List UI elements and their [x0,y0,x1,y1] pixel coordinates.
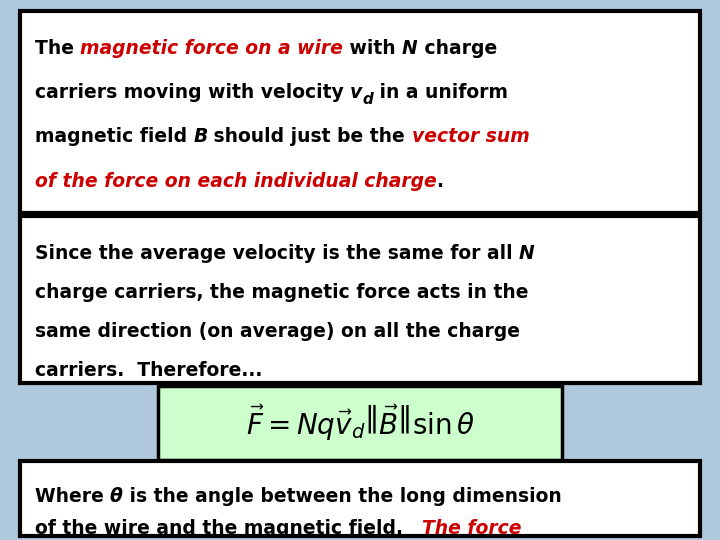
Text: θ: θ [110,487,123,506]
Bar [20,216,700,383]
Text: of the wire and the magnetic field.: of the wire and the magnetic field. [35,519,422,538]
Text: of the force on each individual charge: of the force on each individual charge [35,172,436,191]
Text: same direction (on average) on all the charge: same direction (on average) on all the c… [35,322,520,341]
Text: carriers.  Therefore...: carriers. Therefore... [35,361,262,380]
Text: The: The [35,39,80,58]
Text: charge carriers, the magnetic force acts in the: charge carriers, the magnetic force acts… [35,283,528,302]
Text: vector sum: vector sum [412,127,529,146]
Text: magnetic field: magnetic field [35,127,193,146]
Text: charge: charge [418,39,497,58]
Text: Since the average velocity is the same for all: Since the average velocity is the same f… [35,244,518,263]
Text: carriers moving with velocity: carriers moving with velocity [35,83,350,102]
Text: should just be the: should just be the [207,127,412,146]
Text: Where: Where [35,487,110,506]
Text: .: . [436,172,444,191]
Text: is the angle between the long dimension: is the angle between the long dimension [123,487,562,506]
Text: B: B [193,127,207,146]
Bar [20,461,700,536]
Bar [20,11,700,213]
Text: N: N [402,39,418,58]
Text: d: d [362,92,373,107]
Text: v: v [350,83,362,102]
Bar [158,386,562,460]
Text: $\vec{F} = Nq\vec{v}_d\left\|\vec{B}\right\|\sin\theta$: $\vec{F} = Nq\vec{v}_d\left\|\vec{B}\rig… [246,403,474,443]
Text: in a uniform: in a uniform [373,83,508,102]
Text: N: N [518,244,534,263]
Text: with: with [343,39,402,58]
Text: magnetic force on a wire: magnetic force on a wire [80,39,343,58]
Text: The force: The force [422,519,521,538]
